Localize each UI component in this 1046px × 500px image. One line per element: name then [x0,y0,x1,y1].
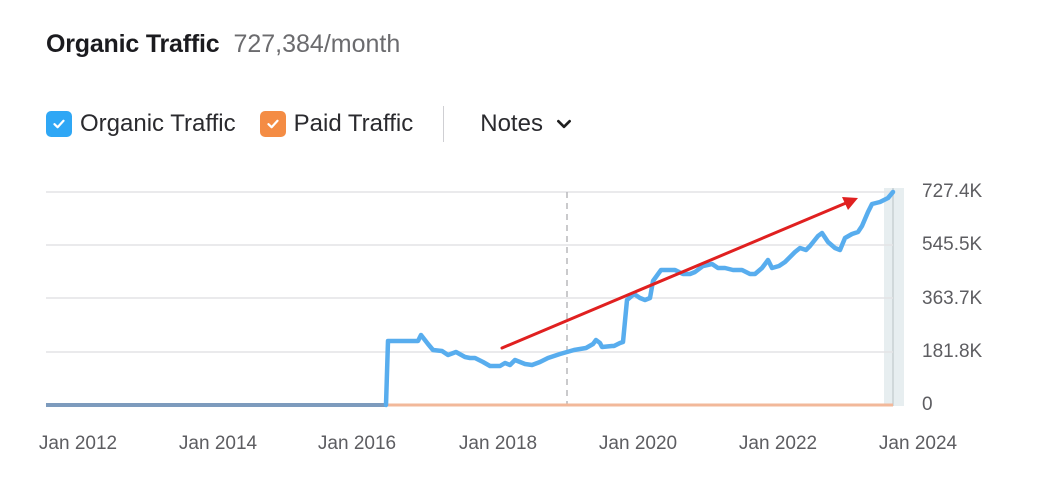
organic-traffic-line [383,189,896,408]
legend-divider [443,106,445,142]
x-tick-label: Jan 2018 [458,433,538,454]
organic-checkbox[interactable] [46,111,72,137]
y-tick-label: 545.5K [922,234,983,255]
x-tick-label: Jan 2024 [878,433,958,454]
legend: Organic Traffic Paid Traffic Notes [46,106,573,142]
x-tick-label: Jan 2020 [598,433,678,454]
legend-label: Organic Traffic [80,110,236,137]
chevron-down-icon [556,119,571,129]
legend-paid-traffic[interactable]: Paid Traffic [259,110,414,138]
y-tick-label: 0 [922,394,933,415]
check-icon [53,119,65,129]
paid-checkbox[interactable] [259,111,286,137]
traffic-value: 727,384/month [233,30,401,58]
x-tick-label: Jan 2022 [738,433,818,454]
check-icon [267,119,279,129]
gridlines [46,191,893,353]
notes-dropdown[interactable]: Notes [480,110,573,138]
current-period-band [884,188,904,406]
x-tick-label: Jan 2014 [178,433,258,454]
y-tick-label: 363.7K [922,288,983,309]
x-tick-label: Jan 2012 [38,433,118,454]
trend-arrow [500,197,858,350]
y-tick-label: 181.8K [922,341,983,362]
y-tick-label: 727.4K [922,181,983,202]
chart-title: Organic Traffic [46,30,220,58]
legend-organic-traffic[interactable]: Organic Traffic [46,110,236,138]
chart-header: Organic Traffic 727,384/month [46,30,400,59]
notes-label: Notes [480,110,543,137]
x-tick-label: Jan 2016 [317,433,397,454]
legend-label: Paid Traffic [293,110,414,137]
